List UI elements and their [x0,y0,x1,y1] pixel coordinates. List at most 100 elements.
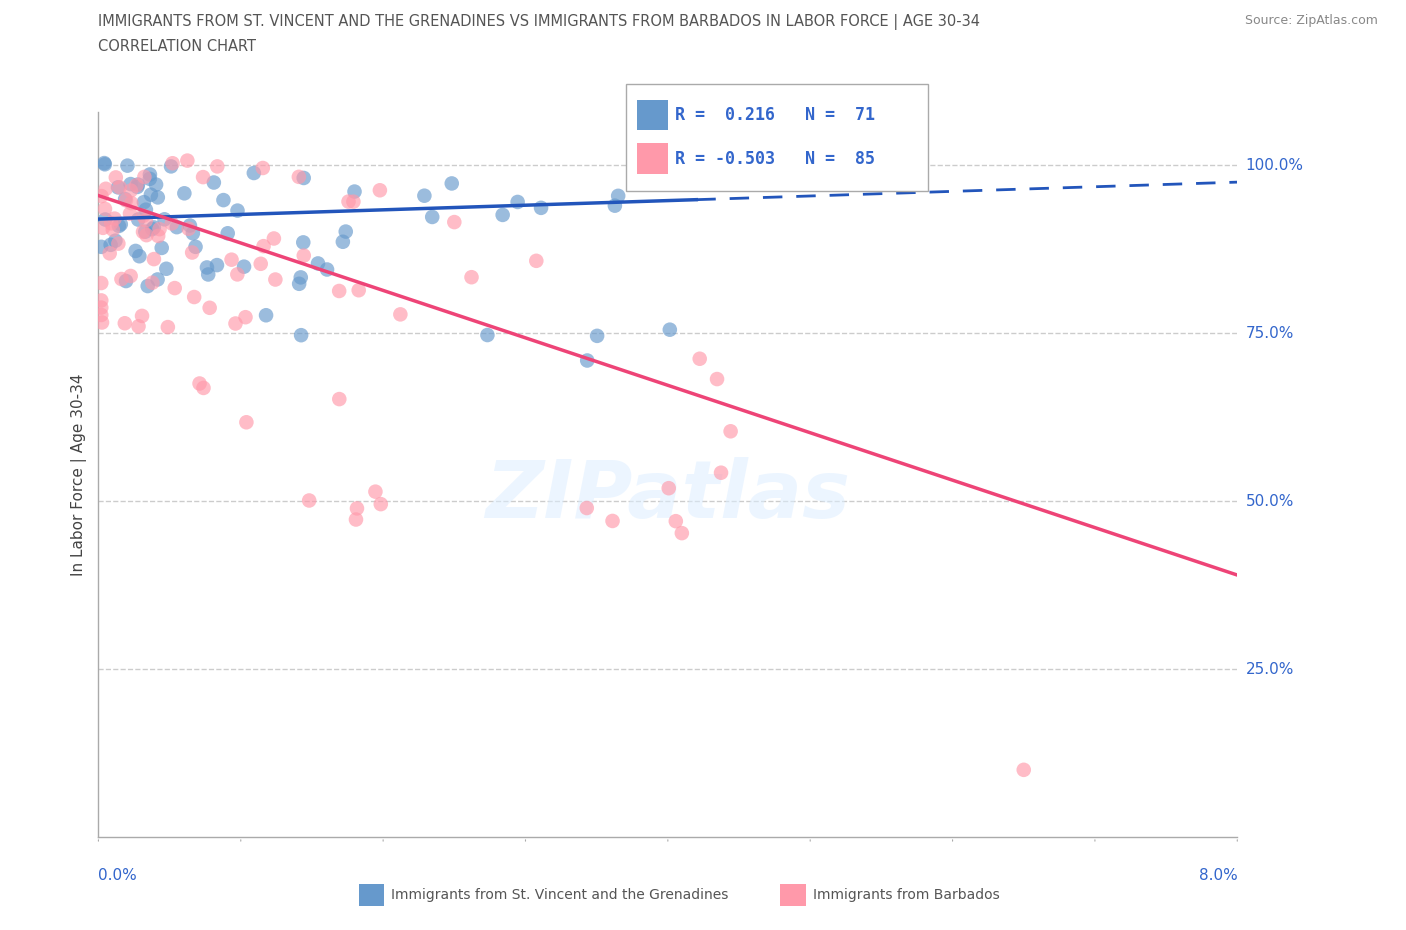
Point [118,206,141,221]
Point [207,159,229,174]
Point [263,231,285,246]
Point [671,525,693,540]
Point [602,513,624,528]
Point [477,327,499,342]
Point [90,239,112,254]
Point [120,177,142,192]
Point [221,252,243,267]
Point [148,229,170,244]
Point [195,260,218,275]
Point [90,189,112,204]
Point [249,257,271,272]
Point [586,328,609,343]
Point [104,233,127,248]
Y-axis label: In Labor Force | Age 30-34: In Labor Force | Age 30-34 [72,373,87,576]
Point [370,497,392,512]
Point [607,189,630,204]
Point [233,259,256,274]
Point [316,262,339,277]
Text: 100.0%: 100.0% [1246,158,1303,173]
Point [212,193,235,207]
Point [135,228,157,243]
Point [205,258,228,272]
Point [460,270,482,285]
Point [368,183,391,198]
Point [163,281,186,296]
Point [125,178,148,193]
Point [135,213,157,228]
Point [181,246,204,260]
Text: 75.0%: 75.0% [1246,326,1294,340]
Point [492,207,515,222]
Point [288,169,311,184]
Point [389,307,412,322]
Point [179,218,201,232]
Text: 8.0%: 8.0% [1198,868,1237,883]
Point [413,188,436,203]
Point [166,219,188,234]
Point [243,166,266,180]
Point [346,501,368,516]
Point [108,219,131,233]
Point [344,512,367,527]
Point [139,187,162,202]
Point [131,309,153,324]
Text: IMMIGRANTS FROM ST. VINCENT AND THE GRENADINES VS IMMIGRANTS FROM BARBADOS IN LA: IMMIGRANTS FROM ST. VINCENT AND THE GREN… [98,14,980,30]
Point [107,236,129,251]
Point [226,203,249,218]
Point [110,272,132,286]
Point [603,198,626,213]
Point [114,316,136,331]
Point [94,202,117,217]
Point [142,220,165,235]
Point [710,465,733,480]
Point [290,270,312,285]
Point [160,216,183,231]
Point [132,224,155,239]
Point [136,279,159,294]
Point [292,235,315,250]
Point [134,169,156,184]
Point [155,261,177,276]
Point [440,176,463,191]
Point [150,241,173,256]
Text: Source: ZipAtlas.com: Source: ZipAtlas.com [1244,14,1378,27]
Point [576,353,599,368]
Point [127,177,149,192]
Point [1012,763,1035,777]
Point [100,237,122,252]
Point [120,195,142,210]
Point [658,481,681,496]
Point [252,161,274,176]
Point [160,159,183,174]
Point [183,289,205,304]
Text: Immigrants from Barbados: Immigrants from Barbados [813,887,1000,902]
Point [575,500,598,515]
Point [290,327,312,342]
Point [145,177,167,192]
Point [139,171,162,186]
Point [128,319,150,334]
Point [134,224,156,239]
Point [292,248,315,263]
Point [108,179,131,194]
Point [156,320,179,335]
Point [127,212,149,227]
Point [254,308,277,323]
Point [94,157,117,172]
Point [235,310,257,325]
Point [100,216,122,231]
Point [720,424,742,439]
Point [162,156,184,171]
Point [90,300,112,315]
Point [93,155,115,170]
Point [188,376,211,391]
Point [135,202,157,217]
Point [202,175,225,190]
Point [142,252,165,267]
Point [524,253,547,268]
Point [364,485,387,499]
Point [347,283,370,298]
Point [141,275,163,290]
Point [224,316,246,331]
